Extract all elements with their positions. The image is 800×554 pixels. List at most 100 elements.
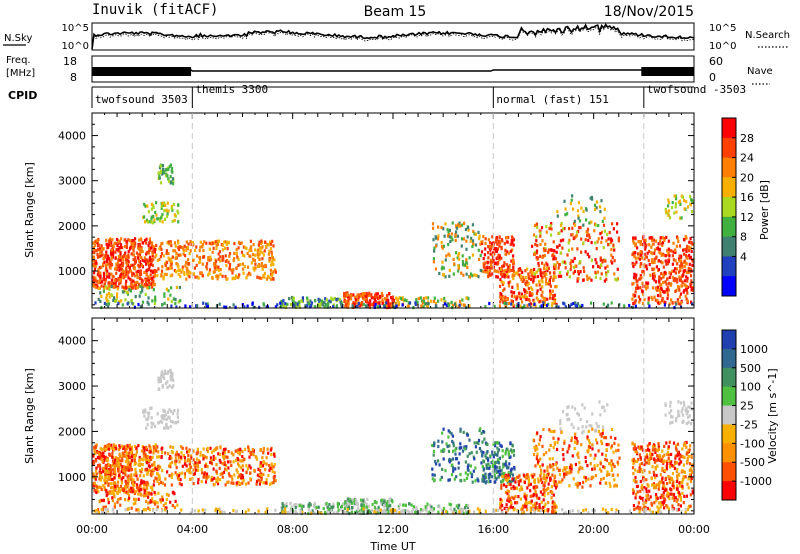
- echo-cell: [497, 253, 500, 257]
- echo-cell: [643, 239, 646, 243]
- echo-cell: [140, 479, 143, 483]
- echo-cell: [668, 216, 672, 220]
- echo-cell: [194, 465, 197, 470]
- echo-cell: [639, 264, 642, 269]
- echo-cell: [142, 474, 145, 478]
- echo-cell: [417, 297, 420, 301]
- echo-cell: [457, 466, 460, 470]
- echo-cell: [122, 469, 125, 473]
- echo-cell: [444, 222, 447, 226]
- echo-cell: [122, 286, 125, 290]
- echo-cell: [569, 463, 572, 467]
- echo-cell: [547, 250, 550, 254]
- echo-cell: [273, 452, 276, 456]
- echo-cell: [529, 482, 532, 486]
- echo-cell: [177, 239, 180, 243]
- echo-cell: [674, 267, 677, 271]
- echo-cell: [555, 245, 559, 249]
- echo-cell: [125, 467, 128, 471]
- echo-cell: [572, 477, 575, 481]
- echo-cell: [118, 246, 121, 250]
- echo-cell: [652, 272, 655, 276]
- echo-cell: [227, 260, 230, 264]
- echo-cell: [542, 505, 545, 510]
- echo-cell: [259, 480, 262, 484]
- echo-cell: [180, 445, 183, 449]
- echo-cell: [97, 248, 100, 252]
- echo-cell: [419, 509, 422, 513]
- echo-cell: [495, 249, 498, 253]
- echo-cell: [159, 480, 163, 485]
- echo-cell: [112, 252, 115, 256]
- echo-cell: [666, 262, 669, 266]
- echo-cell: [548, 278, 552, 282]
- echo-cell: [335, 510, 338, 515]
- echo-cell: [503, 297, 506, 301]
- echo-cell: [304, 304, 307, 308]
- echo-cell: [148, 285, 151, 290]
- echo-cell: [350, 511, 354, 515]
- echo-cell: [163, 369, 166, 373]
- echo-cell: [578, 467, 581, 471]
- echo-cell: [601, 260, 604, 264]
- echo-cell: [253, 258, 256, 263]
- echo-cell: [221, 461, 224, 465]
- echo-cell: [537, 477, 540, 481]
- echo-cell: [121, 303, 124, 307]
- echo-cell: [92, 275, 95, 279]
- echo-cell: [617, 236, 620, 240]
- echo-cell: [98, 477, 101, 481]
- echo-cell: [628, 303, 631, 308]
- echo-cell: [147, 414, 150, 418]
- echo-cell: [182, 247, 185, 251]
- echo-cell: [215, 246, 218, 250]
- echo-cell: [561, 260, 564, 264]
- echo-cell: [399, 297, 403, 301]
- echo-cell: [145, 493, 148, 498]
- echo-cell: [616, 230, 619, 234]
- echo-cell: [520, 277, 523, 282]
- echo-cell: [244, 447, 247, 451]
- echo-cell: [142, 454, 145, 458]
- echo-cell: [261, 267, 264, 271]
- echo-cell: [141, 258, 144, 262]
- echo-cell: [364, 294, 367, 299]
- echo-cell: [560, 274, 563, 278]
- echo-cell: [691, 200, 694, 204]
- echo-cell: [111, 472, 114, 476]
- echo-cell: [168, 258, 171, 262]
- echo-cell: [176, 503, 179, 507]
- echo-cell: [603, 466, 606, 470]
- echo-cell: [107, 299, 110, 303]
- echo-cell: [495, 477, 498, 481]
- echo-cell: [127, 466, 130, 470]
- echo-cell: [474, 232, 477, 236]
- echo-cell: [437, 459, 440, 463]
- echo-cell: [225, 464, 228, 468]
- echo-cell: [204, 464, 207, 468]
- echo-cell: [500, 245, 503, 250]
- echo-cell: [190, 242, 193, 246]
- echo-cell: [592, 475, 595, 479]
- echo-cell: [232, 460, 235, 464]
- echo-cell: [669, 283, 672, 287]
- echo-cell: [605, 239, 608, 243]
- echo-cell: [169, 266, 172, 270]
- echo-cell: [166, 410, 170, 414]
- echo-cell: [179, 478, 182, 482]
- echo-cell: [484, 266, 487, 270]
- echo-cell: [337, 508, 340, 512]
- echo-cell: [131, 273, 134, 277]
- echo-cell: [479, 268, 482, 273]
- echo-cell: [125, 447, 128, 451]
- echo-cell: [470, 475, 473, 479]
- echo-cell: [327, 507, 330, 511]
- echo-cell: [269, 466, 272, 470]
- echo-cell: [633, 254, 636, 258]
- echo-cell: [271, 277, 275, 281]
- echo-cell: [177, 246, 180, 250]
- echo-cell: [358, 304, 361, 308]
- echo-cell: [535, 251, 538, 255]
- echo-cell: [570, 302, 573, 306]
- echo-cell: [167, 297, 170, 301]
